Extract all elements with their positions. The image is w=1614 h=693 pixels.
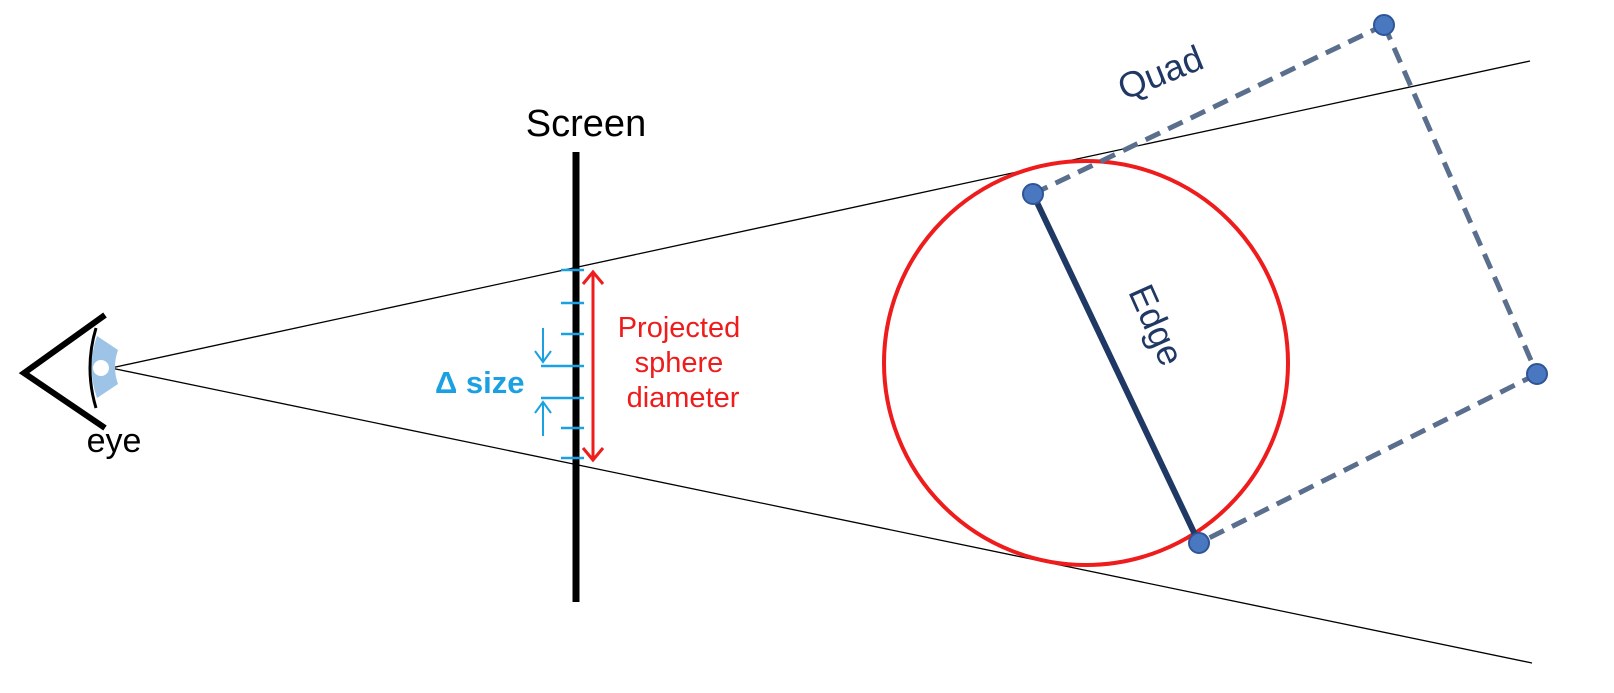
projected-line2: sphere (635, 347, 724, 379)
quad-vertices (1022, 14, 1548, 554)
view-frustum (110, 60, 1533, 664)
vertex-point (1526, 363, 1548, 385)
projected-diameter-arrow (581, 269, 605, 463)
eye-front (88, 327, 98, 409)
arrow-up-icon (581, 269, 605, 285)
frustum-lower-line (110, 367, 1533, 664)
delta-size-ticks (541, 268, 584, 460)
projected-line3: diameter (627, 382, 740, 414)
delta-size-arrows (534, 328, 552, 436)
vertex-point (1188, 532, 1210, 554)
screen-label: Screen (526, 103, 646, 145)
edge-label: Edge (1121, 278, 1193, 371)
quad-outline (1031, 22, 1540, 546)
sphere-circle (882, 159, 1290, 567)
projected-diameter-label: Projected sphere diameter (618, 312, 749, 414)
eye-label: eye (87, 422, 142, 460)
eye-lids (18, 312, 107, 431)
eye-icon (18, 312, 118, 431)
vertex-point (1022, 183, 1044, 205)
quad-label: Quad (1112, 37, 1209, 108)
arrow-down-icon (534, 350, 552, 364)
vertex-point (1373, 14, 1395, 36)
projected-line1: Projected (618, 312, 741, 344)
arrow-down-icon (581, 447, 605, 463)
edge-line (1030, 192, 1202, 545)
frustum-upper-line (110, 60, 1531, 369)
eye-pupil (93, 360, 109, 376)
delta-size-label: Δ size (435, 365, 525, 400)
arrow-up-icon (534, 400, 552, 414)
